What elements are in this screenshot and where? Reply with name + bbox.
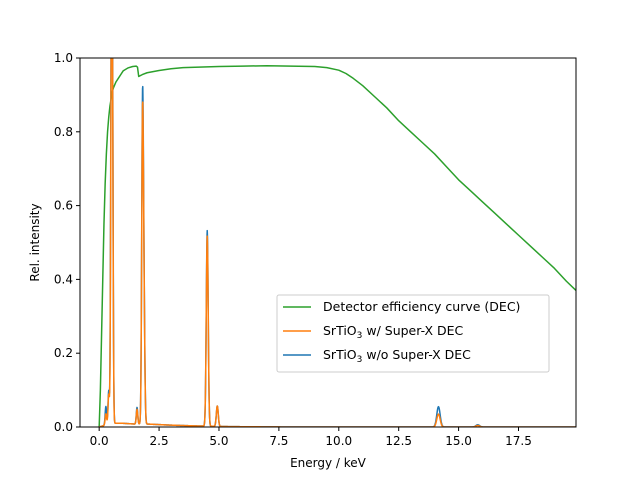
x-tick-label: 0.0 bbox=[90, 434, 109, 448]
legend: Detector efficiency curve (DEC) SrTiO3 w… bbox=[276, 294, 550, 373]
x-tick-label: 17.5 bbox=[505, 434, 532, 448]
legend-label-with-dec: SrTiO3 w/ Super-X DEC bbox=[323, 323, 464, 341]
x-tick-label: 5.0 bbox=[209, 434, 228, 448]
x-axis-label: Energy / keV bbox=[290, 456, 367, 470]
x-tick-label: 7.5 bbox=[269, 434, 288, 448]
y-tick-label: 0.8 bbox=[54, 125, 73, 139]
series-line-with-dec bbox=[98, 58, 576, 427]
series-line-dec bbox=[98, 65, 576, 427]
legend-box bbox=[276, 294, 550, 373]
x-tick-label: 2.5 bbox=[150, 434, 169, 448]
x-tick-label: 15.0 bbox=[445, 434, 472, 448]
legend-label-dec: Detector efficiency curve (DEC) bbox=[323, 299, 520, 314]
legend-label-without-dec: SrTiO3 w/o Super-X DEC bbox=[323, 347, 471, 365]
x-tick-label: 10.0 bbox=[325, 434, 352, 448]
y-tick-label: 0.0 bbox=[54, 420, 73, 434]
plot-lines bbox=[98, 58, 576, 427]
y-axis-ticks: 0.0 0.2 0.4 0.6 0.8 1.0 bbox=[54, 51, 80, 434]
y-tick-label: 0.2 bbox=[54, 346, 73, 360]
x-tick-label: 12.5 bbox=[385, 434, 412, 448]
y-tick-label: 0.4 bbox=[54, 272, 73, 286]
y-tick-label: 0.6 bbox=[54, 199, 73, 213]
y-axis-label: Rel. intensity bbox=[28, 203, 42, 281]
y-tick-label: 1.0 bbox=[54, 51, 73, 65]
plot-frame bbox=[79, 57, 577, 428]
x-axis-ticks: 0.0 2.5 5.0 7.5 10.0 12.5 15.0 17.5 bbox=[90, 427, 532, 448]
